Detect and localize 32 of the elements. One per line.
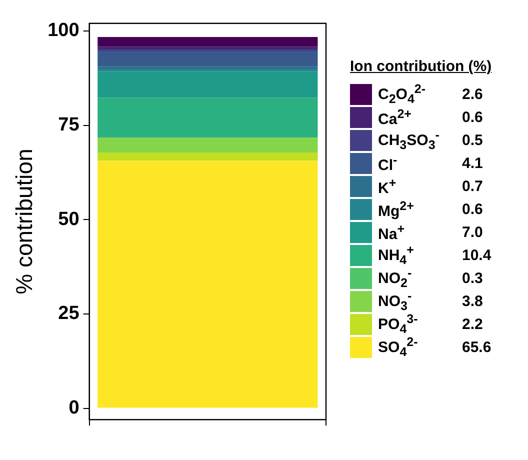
legend-label: K$^{+}$ (378, 176, 398, 197)
text: 0.3 (462, 270, 483, 286)
legend-label: Cl$^{-}$ (378, 153, 398, 174)
text: 2.2 (462, 316, 483, 332)
bar (98, 66, 318, 70)
text: 10.4 (462, 246, 492, 264)
text: 4.1 (462, 154, 483, 172)
text: 7.0 (462, 224, 483, 240)
y-tick-label: 75 (58, 114, 80, 136)
legend-label: Ca$^{2+}$ (378, 107, 412, 128)
text: 0.6 (462, 200, 483, 218)
text: 0.5 (462, 132, 483, 148)
bar (98, 138, 318, 152)
legend-label: Na$^{+}$ (378, 222, 406, 243)
bar (98, 98, 318, 137)
y-tick-label: 0 (68, 398, 80, 419)
text: 3.8 (462, 292, 483, 310)
y-axis-title: % contribution (11, 148, 38, 294)
y-tick-label: 25 (58, 303, 80, 324)
bar (98, 71, 318, 98)
y-tick-label: 100 (48, 20, 80, 42)
bar (98, 36, 318, 47)
text: 65.6 (462, 338, 492, 356)
bar (98, 152, 318, 161)
bar (98, 160, 318, 408)
text: 2.6 (462, 86, 483, 102)
text: 0.7 (462, 178, 483, 194)
legend-label: Mg$^{2+}$ (378, 199, 415, 220)
y-tick-label: 50 (58, 208, 80, 230)
legend-title: Ion contribution (%) (350, 58, 492, 75)
text: 0.6 (462, 108, 483, 126)
bar (98, 50, 318, 66)
